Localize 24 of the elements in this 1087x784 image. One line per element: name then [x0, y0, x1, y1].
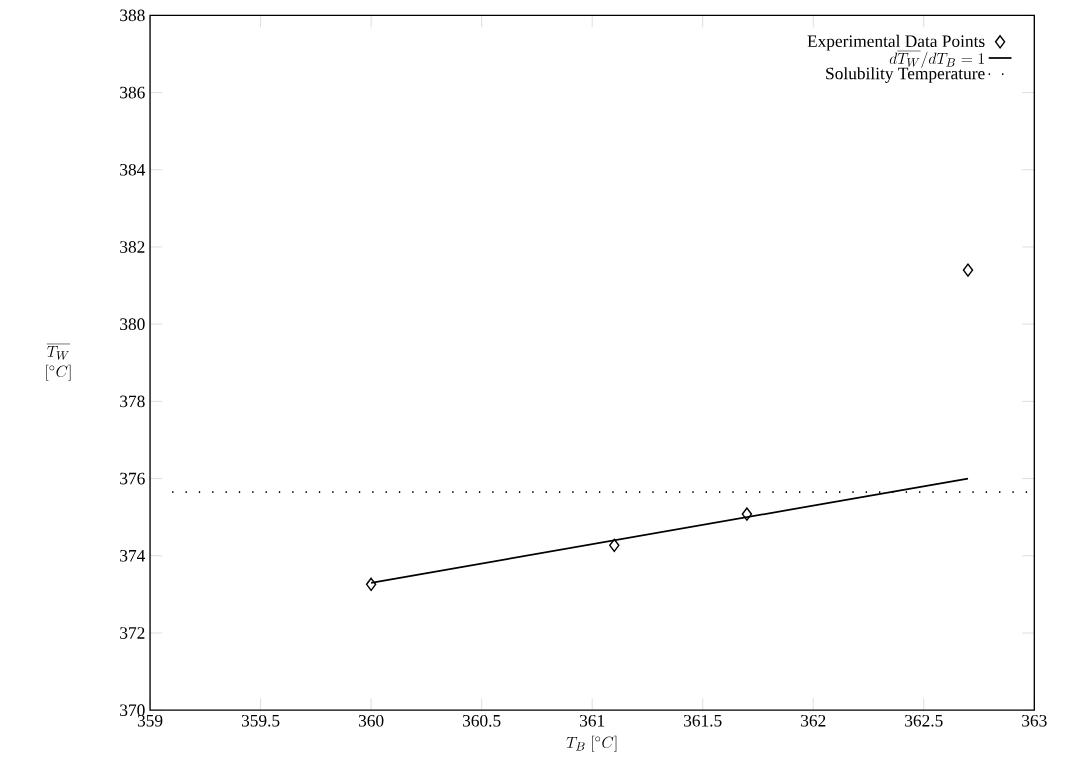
x-tick-label: 361	[580, 714, 605, 727]
legend-label: $d\overline{T_W}/dT_B = 1$	[889, 50, 984, 68]
x-tick-label: 359.5	[241, 714, 280, 727]
y-tick-label: 374	[120, 549, 146, 562]
x-axis-title: $T_B\ [^\circ C]$	[566, 735, 617, 752]
y-tick-label: 370	[120, 704, 145, 716]
x-tick-label: 363	[1022, 714, 1047, 727]
x-tick-label: 362.5	[905, 714, 943, 727]
x-tick-label: 360	[358, 714, 384, 727]
x-tick-label: 361.5	[684, 714, 722, 727]
y-tick-label: 378	[120, 395, 145, 408]
x-tick-label: 359	[137, 714, 163, 727]
y-tick-label: 384	[120, 163, 146, 176]
y-tick-label: 376	[120, 472, 145, 485]
y-tick-label: 382	[120, 241, 145, 253]
y-tick-label: 386	[120, 86, 145, 99]
x-tick-label: 360.5	[462, 714, 501, 727]
y-axis-title: $\begin{array}{c}\overline{T_W}\\ {[^\circ C]}\end{array}$	[46, 343, 71, 381]
y-tick-label: 380	[120, 318, 145, 330]
x-tick-label: 362	[801, 714, 826, 727]
legend-label: Solubility Temperature	[826, 67, 985, 83]
y-tick-label: 388	[120, 9, 145, 22]
y-tick-label: 372	[120, 627, 145, 639]
legend-label: Experimental Data Points	[807, 34, 985, 51]
